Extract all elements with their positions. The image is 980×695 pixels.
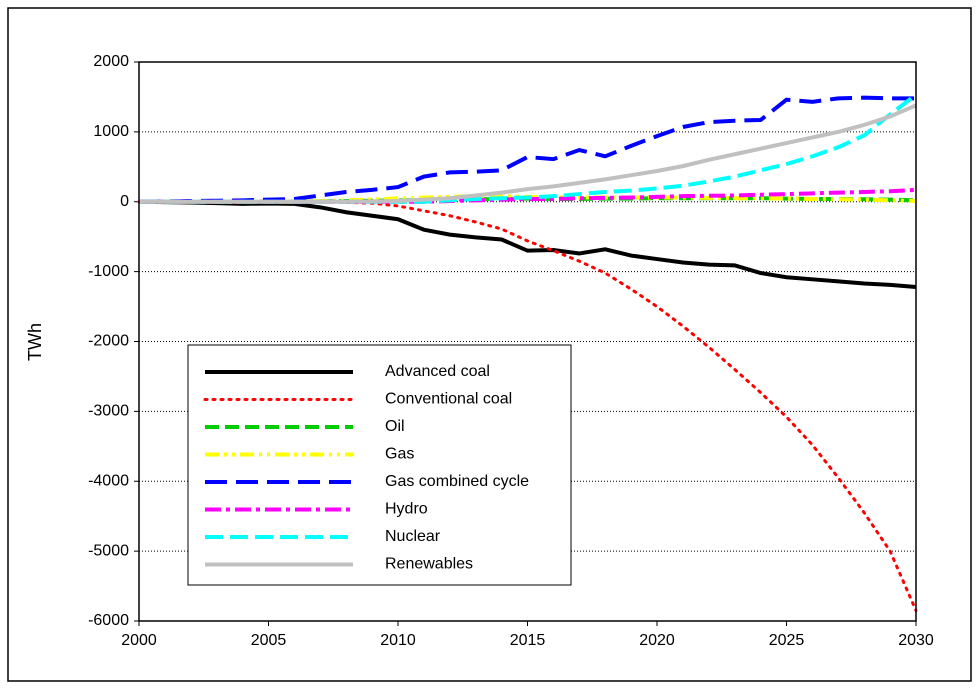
x-tick-label: 2000: [121, 632, 157, 649]
x-tick-label: 2020: [639, 632, 675, 649]
x-tick-label: 2030: [898, 632, 934, 649]
x-tick-label: 2015: [510, 632, 546, 649]
y-tick-label: 1000: [93, 123, 129, 140]
legend-label: Renewables: [385, 556, 473, 573]
legend-label: Nuclear: [385, 528, 441, 545]
series-line: [138, 199, 917, 289]
legend-label: Hydro: [385, 501, 428, 518]
x-tick-label: 2025: [769, 632, 805, 649]
x-tick-label: 2005: [251, 632, 287, 649]
legend-label: Conventional coal: [385, 391, 512, 408]
legend-label: Advanced coal: [385, 363, 490, 380]
y-tick-label: 2000: [93, 53, 129, 70]
y-tick-label: -5000: [88, 542, 129, 559]
legend-box: [187, 344, 572, 586]
y-tick-label: -4000: [88, 472, 129, 489]
plot-border: [138, 61, 917, 622]
y-tick-label: -6000: [88, 612, 129, 629]
x-tick-label: 2010: [380, 632, 416, 649]
series-line: [139, 93, 918, 204]
series-line: [138, 95, 916, 204]
series-line: [139, 103, 917, 204]
y-tick-label: -3000: [88, 403, 129, 420]
y-tick-label: -2000: [88, 333, 129, 350]
y-tick-label: -1000: [88, 263, 129, 280]
legend-label: Oil: [385, 418, 405, 435]
y-axis-label: TWh: [25, 323, 45, 361]
legend-label: Gas combined cycle: [385, 473, 529, 490]
legend-label: Gas: [385, 446, 414, 463]
y-tick-label: 0: [120, 193, 129, 210]
frame: [7, 7, 972, 682]
